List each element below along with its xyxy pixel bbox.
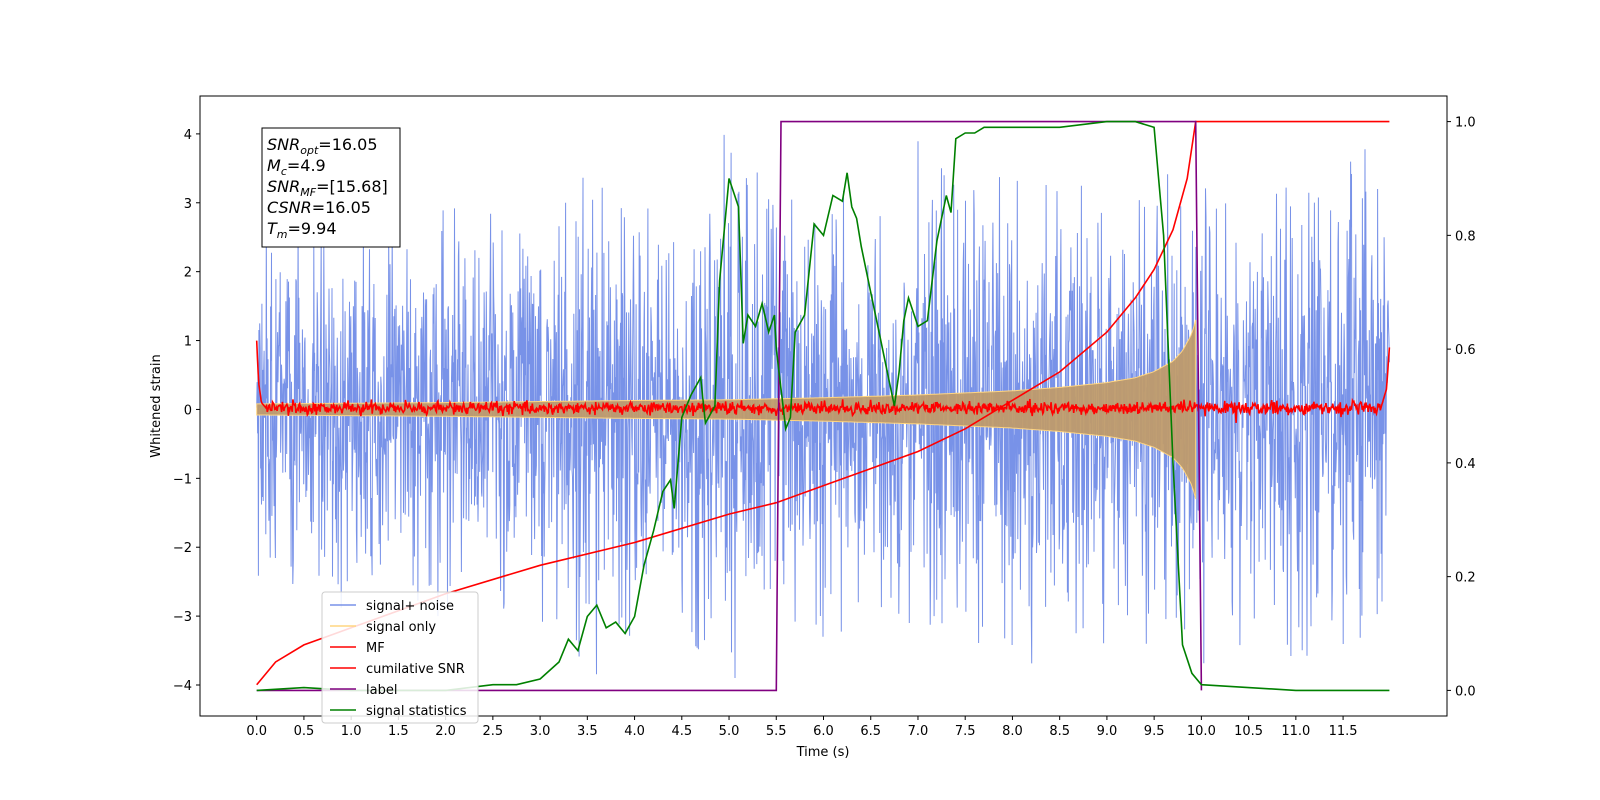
series-layer [255,120,1391,692]
y-tick-label: 3 [184,197,192,212]
stats-annotation: SNRopt=16.05Mc=4.9SNRMF=[15.68]CSNR=16.0… [261,127,401,248]
x-tick-label: 7.5 [955,724,976,739]
y-tick-label: −1 [173,472,192,487]
series-label [256,120,1203,692]
y-tick-label: −4 [173,679,192,694]
x-tick-label: 5.5 [766,724,787,739]
x-tick-label: 4.5 [671,724,692,739]
stats-annotation-line: Mc=4.9 [267,156,326,178]
y2-tick-label: 0.6 [1455,343,1476,358]
stats-annotation-line: Tm=9.94 [267,219,337,241]
y-tick-label: −2 [173,541,192,556]
legend-entry: MF [366,641,385,656]
x-tick-label: 5.0 [719,724,740,739]
x-tick-label: 0.5 [294,724,315,739]
x-tick-label: 11.0 [1281,724,1310,739]
y2-tick-label: 1.0 [1455,116,1476,131]
x-tick-label: 8.0 [1002,724,1023,739]
stats-annotation-line: CSNR=16.05 [267,198,371,217]
x-tick-label: 8.5 [1049,724,1070,739]
y-tick-label: 4 [184,128,192,143]
x-axis-label: Time (s) [796,745,850,760]
x-tick-label: 4.0 [624,724,645,739]
x-tick-label: 2.0 [435,724,456,739]
y2-tick-label: 0.4 [1455,457,1476,472]
x-tick-label: 10.0 [1187,724,1216,739]
y2-tick-label: 0.2 [1455,571,1476,586]
legend-entry: signal statistics [366,704,467,719]
series-signal-noise [256,134,1390,679]
x-tick-label: 2.5 [483,724,504,739]
legend: signal+ noise signal only MF cumilative SNR… [321,591,479,724]
x-tick-label: 6.0 [813,724,834,739]
x-tick-label: 9.5 [1144,724,1165,739]
y-tick-label: −3 [173,610,192,625]
y2-tick-label: 0.0 [1455,684,1476,699]
x-tick-label: 6.5 [860,724,881,739]
legend-entry: cumilative SNR [366,662,465,677]
x-tick-label: 1.0 [341,724,362,739]
x-tick-label: 1.5 [388,724,409,739]
x-tick-label: 10.5 [1234,724,1263,739]
y-tick-label: 1 [184,335,192,350]
x-axis: 0.0 0.5 1.0 1.5 2.0 2.5 3.0 3.5 4.0 4.5 5.0 5.5 6.0 6… [246,716,1358,739]
series-signal-statistics [256,120,1390,692]
y-tick-label: 0 [184,403,192,418]
legend-entry: signal+ noise [366,599,454,614]
stats-annotation-line: SNRopt=16.05 [267,135,378,157]
y-tick-label: 2 [184,266,192,281]
x-tick-label: 3.0 [530,724,551,739]
y-axis-right: 0.0 0.2 0.4 0.6 0.8 1.0 [1447,116,1476,699]
legend-entry: signal only [366,620,436,635]
legend-entry: label [366,683,397,698]
y2-tick-label: 0.8 [1455,229,1476,244]
series-mf [255,340,1391,423]
x-tick-label: 0.0 [246,724,267,739]
x-tick-label: 9.0 [1097,724,1118,739]
y-axis-label: Whitened strain [149,354,164,457]
x-tick-label: 7.0 [908,724,929,739]
y-axis-left: −4 −3 −2 −1 0 1 2 3 4 [173,128,200,694]
x-tick-label: 11.5 [1329,724,1358,739]
x-tick-label: 3.5 [577,724,598,739]
stats-annotation-line: SNRMF=[15.68] [267,177,388,199]
